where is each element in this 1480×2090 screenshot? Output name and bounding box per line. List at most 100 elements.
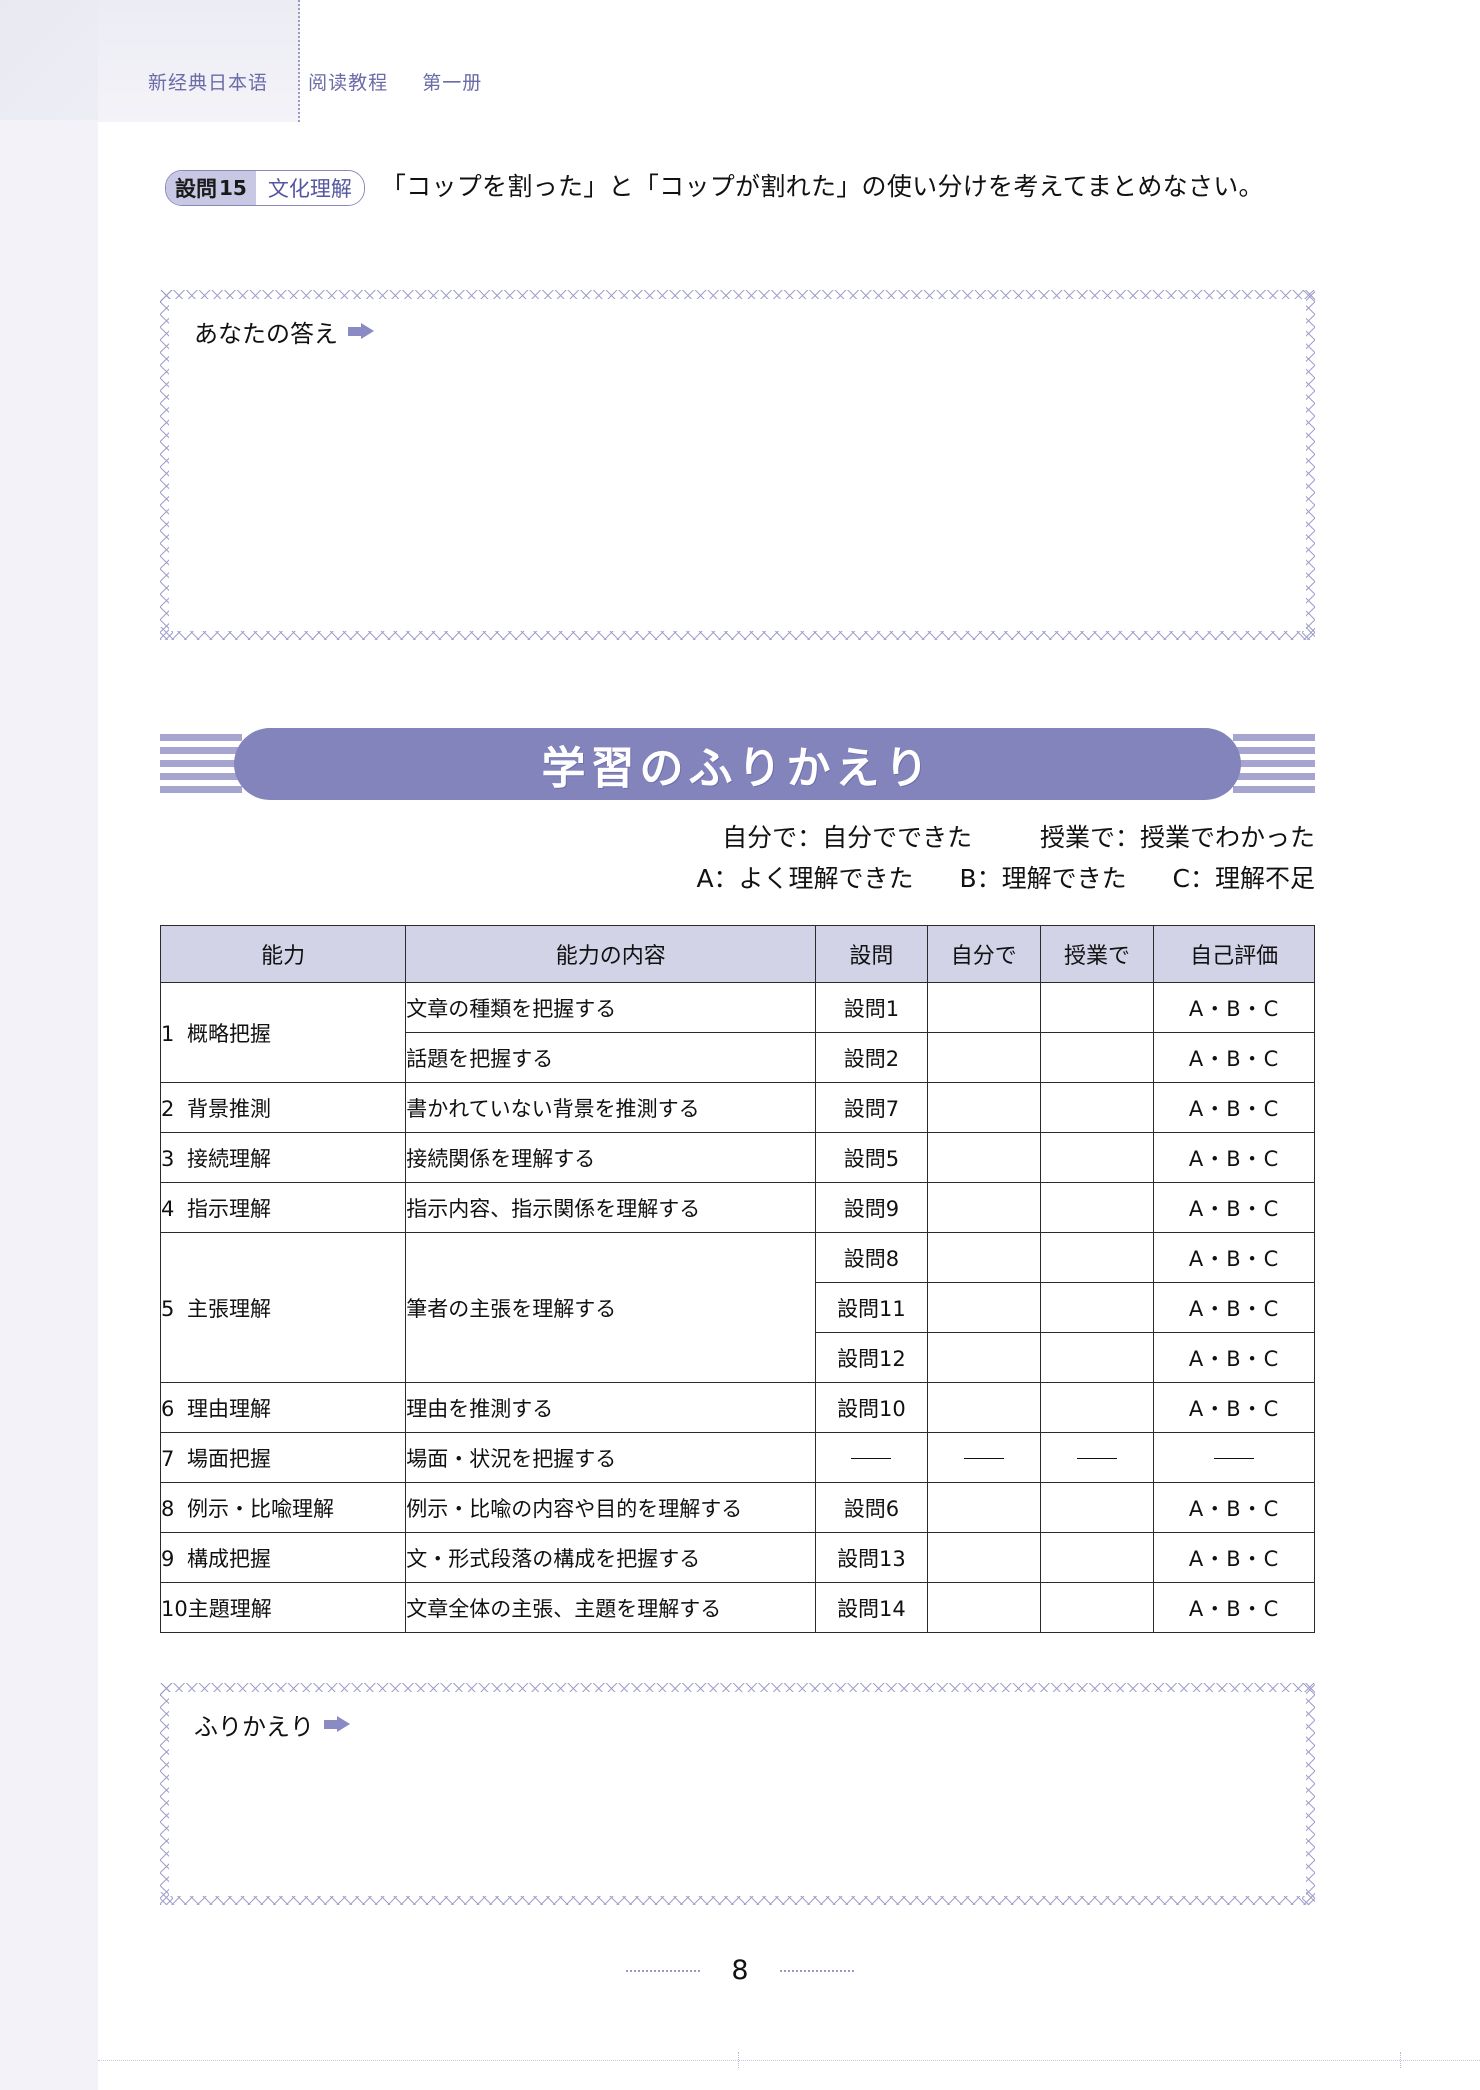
banner-body: 学習のふりかえり	[234, 728, 1241, 800]
cell-self-evaluation[interactable]: A・B・C	[1153, 1282, 1315, 1333]
ability-label: 接続理解	[187, 1146, 271, 1171]
cell-question: 設問13	[815, 1532, 928, 1583]
cell-self-evaluation[interactable]	[1153, 1432, 1315, 1483]
ability-label: 例示・比喩理解	[187, 1496, 334, 1521]
table-row: 1 概略把握 文章の種類を把握する 設問1 A・B・C	[159, 982, 1315, 1083]
dash-mark	[963, 1458, 1004, 1459]
ability-number: 6	[161, 1396, 175, 1421]
cell-class-check[interactable]	[1039, 1282, 1155, 1333]
cell-content: 話題を把握する	[405, 1032, 817, 1083]
answer-box-field[interactable]	[169, 299, 1306, 631]
col-header-eval: 自己評価	[1153, 925, 1315, 983]
page-number: 8	[731, 1955, 749, 1986]
cell-self-evaluation[interactable]: A・B・C	[1153, 1532, 1315, 1583]
table-row: 7 場面把握 場面・状況を把握する	[159, 1432, 1315, 1483]
cell-self-evaluation[interactable]: A・B・C	[1153, 1232, 1315, 1283]
cell-content: 場面・状況を把握する	[405, 1432, 817, 1483]
cell-content: 筆者の主張を理解する	[405, 1232, 817, 1383]
question-number: 15	[219, 176, 247, 200]
cell-self-evaluation[interactable]: A・B・C	[1153, 1332, 1315, 1383]
cell-ability: 1 概略把握	[159, 982, 407, 1083]
ability-label: 主張理解	[187, 1296, 271, 1321]
ability-label: 理由理解	[187, 1396, 271, 1421]
cell-ability: 8 例示・比喩理解	[159, 1482, 407, 1533]
cell-self-evaluation[interactable]: A・B・C	[1153, 982, 1315, 1033]
cell-content: 指示内容、指示関係を理解する	[405, 1182, 817, 1233]
cell-ability: 3 接続理解	[159, 1132, 407, 1183]
reflection-box-field[interactable]	[169, 1692, 1306, 1896]
col-header-question: 設問	[815, 925, 928, 983]
cell-self-evaluation[interactable]: A・B・C	[1153, 1132, 1315, 1183]
reflection-box-label-group: ふりかえり	[194, 1707, 350, 1742]
arrow-right-icon	[348, 323, 374, 340]
legend-class: 授業で：授業でわかった	[1039, 823, 1315, 852]
legend-grade-b: B：理解できた	[959, 863, 1127, 893]
cell-self-check[interactable]	[926, 1482, 1041, 1533]
question-block: 設問 15 文化理解 「コップを割った」と「コップが割れた」の使い分けを考えてまと…	[165, 168, 1310, 206]
cell-ability: 9 構成把握	[159, 1532, 407, 1583]
cell-class-check[interactable]	[1039, 1132, 1155, 1183]
cell-content: 理由を推測する	[405, 1382, 817, 1433]
table-row: 3 接続理解 接続関係を理解する 設問5 A・B・C	[159, 1132, 1315, 1183]
left-margin-band	[0, 0, 98, 2090]
cell-self-check[interactable]	[926, 1232, 1041, 1283]
assessment-table: 能力 能力の内容 設問 自分で 授業で 自己評価 1 概略把握 文章の種類を把握する…	[159, 925, 1315, 1633]
reflection-box[interactable]: ふりかえり	[160, 1683, 1315, 1905]
cell-self-check[interactable]	[926, 1532, 1041, 1583]
cell-self-evaluation[interactable]: A・B・C	[1153, 1082, 1315, 1133]
cell-self-evaluation[interactable]: A・B・C	[1153, 1032, 1315, 1083]
answer-box[interactable]: あなたの答え	[160, 290, 1315, 640]
legend-grade-a: A：よく理解できた	[696, 863, 914, 893]
table-header-row: 能力 能力の内容 設問 自分で 授業で 自己評価	[159, 925, 1315, 983]
cell-content: 文章全体の主張、主題を理解する	[405, 1582, 817, 1633]
table-row: 4 指示理解 指示内容、指示関係を理解する 設問9 A・B・C	[159, 1182, 1315, 1233]
cell-class-check[interactable]	[1039, 1182, 1155, 1233]
question-tag: 設問 15 文化理解	[165, 170, 365, 206]
cell-question: 設問6	[815, 1482, 928, 1533]
ribbon-right-icon	[1233, 734, 1315, 794]
question-text: 「コップを割った」と「コップが割れた」の使い分けを考えてまとめなさい。	[380, 172, 1264, 201]
cell-class-check[interactable]	[1039, 1082, 1155, 1133]
footer-rule-left	[626, 1969, 701, 1972]
cell-class-check[interactable]	[1039, 1582, 1155, 1633]
ability-label: 場面把握	[187, 1446, 271, 1471]
cell-class-check[interactable]	[1039, 1432, 1155, 1483]
table-row: 9 構成把握 文・形式段落の構成を把握する 設問13 A・B・C	[159, 1532, 1315, 1583]
legend-line-2: A：よく理解できた B：理解できた C：理解不足	[160, 859, 1315, 900]
cell-question: 設問12	[815, 1332, 928, 1383]
cell-class-check[interactable]	[1039, 1332, 1155, 1383]
cell-class-check[interactable]	[1039, 1532, 1155, 1583]
cell-self-check[interactable]	[926, 1032, 1041, 1083]
ability-label: 指示理解	[187, 1196, 271, 1221]
cell-self-evaluation[interactable]: A・B・C	[1153, 1382, 1315, 1433]
cell-class-check[interactable]	[1039, 1232, 1155, 1283]
cell-class-check[interactable]	[1039, 1482, 1155, 1533]
cell-question	[815, 1432, 928, 1483]
table-row: 5 主張理解 筆者の主張を理解する 設問8 A・B・C	[159, 1232, 1315, 1383]
cell-self-evaluation[interactable]: A・B・C	[1153, 1582, 1315, 1633]
cell-ability: 10主題理解	[159, 1582, 407, 1633]
cell-self-check[interactable]	[926, 1182, 1041, 1233]
cell-self-check[interactable]	[926, 982, 1041, 1033]
cell-self-check[interactable]	[926, 1332, 1041, 1383]
cell-class-check[interactable]	[1039, 982, 1155, 1033]
cell-self-evaluation[interactable]: A・B・C	[1153, 1482, 1315, 1533]
cell-class-check[interactable]	[1039, 1382, 1155, 1433]
cell-self-check[interactable]	[926, 1582, 1041, 1633]
table-row: 2 背景推測 書かれていない背景を推測する 設問7 A・B・C	[159, 1082, 1315, 1133]
cell-self-check[interactable]	[926, 1082, 1041, 1133]
cell-class-check[interactable]	[1039, 1032, 1155, 1083]
cell-self-check[interactable]	[926, 1282, 1041, 1333]
dash-mark	[1077, 1458, 1118, 1459]
col-header-content: 能力の内容	[405, 925, 817, 983]
cell-question: 設問8	[815, 1232, 928, 1283]
cell-self-check[interactable]	[926, 1382, 1041, 1433]
dash-mark	[1214, 1458, 1255, 1459]
arrow-right-icon	[324, 1716, 350, 1733]
ability-label: 背景推測	[187, 1096, 271, 1121]
cell-self-check[interactable]	[926, 1432, 1041, 1483]
cell-self-check[interactable]	[926, 1132, 1041, 1183]
ability-number: 8	[161, 1496, 175, 1521]
cell-self-evaluation[interactable]: A・B・C	[1153, 1182, 1315, 1233]
bottom-tick	[1400, 2052, 1401, 2068]
